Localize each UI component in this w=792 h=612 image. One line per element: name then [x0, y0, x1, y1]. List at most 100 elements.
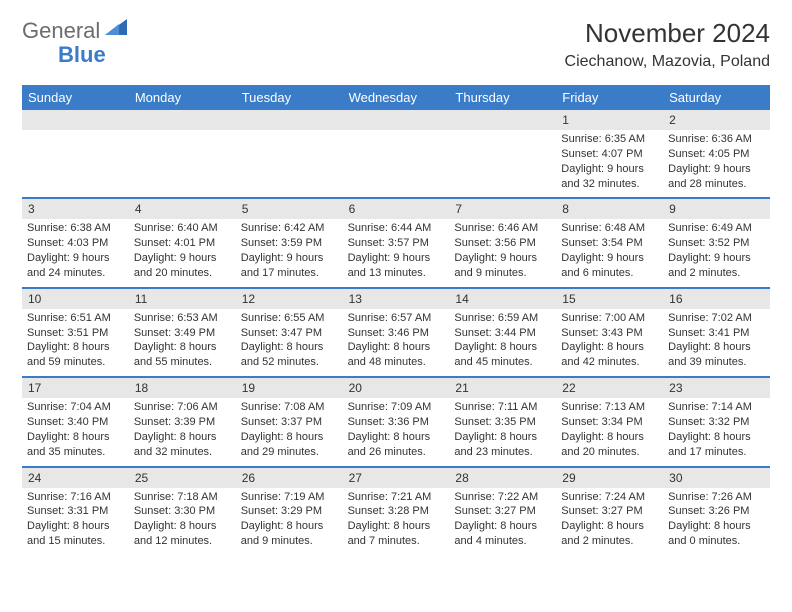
- day-number-cell: 21: [449, 376, 556, 398]
- day-info-line: Sunset: 3:56 PM: [454, 236, 551, 251]
- day-info-line: Daylight: 9 hours and 17 minutes.: [241, 251, 338, 281]
- day-info-line: Sunset: 3:43 PM: [561, 326, 658, 341]
- day-content-cell: Sunrise: 6:48 AMSunset: 3:54 PMDaylight:…: [556, 219, 663, 286]
- day-info-line: Sunset: 3:49 PM: [134, 326, 231, 341]
- day-content-cell: Sunrise: 7:26 AMSunset: 3:26 PMDaylight:…: [663, 488, 770, 555]
- day-info-line: Daylight: 9 hours and 2 minutes.: [668, 251, 765, 281]
- day-info-line: Daylight: 8 hours and 23 minutes.: [454, 430, 551, 460]
- day-content-cell: Sunrise: 6:51 AMSunset: 3:51 PMDaylight:…: [22, 309, 129, 376]
- day-number-cell: 24: [22, 466, 129, 488]
- day-info-line: Sunset: 3:47 PM: [241, 326, 338, 341]
- day-number-cell: 2: [663, 110, 770, 130]
- day-info-line: Daylight: 8 hours and 32 minutes.: [134, 430, 231, 460]
- day-content-cell: Sunrise: 7:02 AMSunset: 3:41 PMDaylight:…: [663, 309, 770, 376]
- day-info-line: Sunrise: 7:26 AM: [668, 490, 765, 505]
- day-number-cell: 13: [343, 287, 450, 309]
- day-info-line: Sunset: 3:44 PM: [454, 326, 551, 341]
- day-content-cell: Sunrise: 6:36 AMSunset: 4:05 PMDaylight:…: [663, 130, 770, 197]
- weekday-header: Friday: [556, 85, 663, 110]
- day-content-cell: Sunrise: 7:00 AMSunset: 3:43 PMDaylight:…: [556, 309, 663, 376]
- calendar: SundayMondayTuesdayWednesdayThursdayFrid…: [22, 85, 770, 555]
- day-content-cell: Sunrise: 7:04 AMSunset: 3:40 PMDaylight:…: [22, 398, 129, 465]
- day-number-cell: 4: [129, 197, 236, 219]
- day-info-line: Sunrise: 7:02 AM: [668, 311, 765, 326]
- day-info-line: Sunrise: 6:42 AM: [241, 221, 338, 236]
- day-content-cell: Sunrise: 7:24 AMSunset: 3:27 PMDaylight:…: [556, 488, 663, 555]
- day-info-line: Sunset: 3:40 PM: [27, 415, 124, 430]
- day-number-cell: 9: [663, 197, 770, 219]
- day-info-line: Daylight: 8 hours and 45 minutes.: [454, 340, 551, 370]
- day-info-line: Sunrise: 6:49 AM: [668, 221, 765, 236]
- day-number-cell: 8: [556, 197, 663, 219]
- logo-text-blue: Blue: [58, 42, 106, 67]
- day-info-line: Sunrise: 6:55 AM: [241, 311, 338, 326]
- day-info-line: Sunrise: 6:59 AM: [454, 311, 551, 326]
- day-number-cell: 12: [236, 287, 343, 309]
- day-info-line: Sunset: 3:39 PM: [134, 415, 231, 430]
- day-number-cell: 22: [556, 376, 663, 398]
- day-number-cell: 20: [343, 376, 450, 398]
- day-info-line: Daylight: 8 hours and 55 minutes.: [134, 340, 231, 370]
- day-info-line: Sunrise: 7:13 AM: [561, 400, 658, 415]
- month-title: November 2024: [565, 18, 770, 49]
- day-info-line: Sunset: 3:29 PM: [241, 504, 338, 519]
- day-info-line: Sunrise: 6:35 AM: [561, 132, 658, 147]
- calendar-header-row: SundayMondayTuesdayWednesdayThursdayFrid…: [22, 85, 770, 110]
- day-info-line: Sunset: 3:32 PM: [668, 415, 765, 430]
- day-info-line: Daylight: 9 hours and 13 minutes.: [348, 251, 445, 281]
- day-info-line: Sunrise: 6:38 AM: [27, 221, 124, 236]
- day-info-line: Daylight: 8 hours and 0 minutes.: [668, 519, 765, 549]
- day-info-line: Daylight: 8 hours and 48 minutes.: [348, 340, 445, 370]
- day-number-cell: 11: [129, 287, 236, 309]
- day-info-line: Daylight: 8 hours and 2 minutes.: [561, 519, 658, 549]
- day-number-cell: 16: [663, 287, 770, 309]
- day-info-line: Sunrise: 7:08 AM: [241, 400, 338, 415]
- day-number-cell: 30: [663, 466, 770, 488]
- day-number-cell: 1: [556, 110, 663, 130]
- day-content-cell: Sunrise: 6:49 AMSunset: 3:52 PMDaylight:…: [663, 219, 770, 286]
- day-info-line: Daylight: 9 hours and 9 minutes.: [454, 251, 551, 281]
- day-number-cell: 14: [449, 287, 556, 309]
- day-info-line: Sunset: 4:05 PM: [668, 147, 765, 162]
- weekday-header: Wednesday: [343, 85, 450, 110]
- day-number-cell: 27: [343, 466, 450, 488]
- day-content-cell: Sunrise: 7:09 AMSunset: 3:36 PMDaylight:…: [343, 398, 450, 465]
- day-content-cell: Sunrise: 7:11 AMSunset: 3:35 PMDaylight:…: [449, 398, 556, 465]
- day-info-line: Sunrise: 6:46 AM: [454, 221, 551, 236]
- day-info-line: Daylight: 8 hours and 12 minutes.: [134, 519, 231, 549]
- day-info-line: Daylight: 9 hours and 32 minutes.: [561, 162, 658, 192]
- day-content-cell: Sunrise: 6:42 AMSunset: 3:59 PMDaylight:…: [236, 219, 343, 286]
- day-content-cell: Sunrise: 6:53 AMSunset: 3:49 PMDaylight:…: [129, 309, 236, 376]
- day-number-cell: 28: [449, 466, 556, 488]
- day-info-line: Sunset: 3:41 PM: [668, 326, 765, 341]
- day-info-line: Daylight: 9 hours and 28 minutes.: [668, 162, 765, 192]
- day-info-line: Sunrise: 7:14 AM: [668, 400, 765, 415]
- day-number-cell: 23: [663, 376, 770, 398]
- day-content-cell: Sunrise: 6:59 AMSunset: 3:44 PMDaylight:…: [449, 309, 556, 376]
- day-info-line: Sunset: 3:54 PM: [561, 236, 658, 251]
- logo: General: [22, 18, 129, 44]
- day-content-cell: Sunrise: 6:46 AMSunset: 3:56 PMDaylight:…: [449, 219, 556, 286]
- day-number-cell: 7: [449, 197, 556, 219]
- day-number-cell: 19: [236, 376, 343, 398]
- day-number-cell: 25: [129, 466, 236, 488]
- weekday-header: Saturday: [663, 85, 770, 110]
- day-info-line: Daylight: 8 hours and 26 minutes.: [348, 430, 445, 460]
- day-info-line: Sunrise: 7:16 AM: [27, 490, 124, 505]
- day-content-cell: Sunrise: 7:21 AMSunset: 3:28 PMDaylight:…: [343, 488, 450, 555]
- day-number-cell: 6: [343, 197, 450, 219]
- day-number-cell: [449, 110, 556, 130]
- day-number-cell: 17: [22, 376, 129, 398]
- day-info-line: Daylight: 8 hours and 17 minutes.: [668, 430, 765, 460]
- location-text: Ciechanow, Mazovia, Poland: [565, 53, 770, 71]
- day-info-line: Daylight: 8 hours and 7 minutes.: [348, 519, 445, 549]
- logo-text-blue-wrap: Blue: [50, 42, 106, 68]
- day-content-cell: Sunrise: 7:22 AMSunset: 3:27 PMDaylight:…: [449, 488, 556, 555]
- day-info-line: Sunset: 3:27 PM: [561, 504, 658, 519]
- calendar-page: General November 2024 Ciechanow, Mazovia…: [0, 0, 792, 565]
- day-number-cell: 10: [22, 287, 129, 309]
- day-content-cell: Sunrise: 6:38 AMSunset: 4:03 PMDaylight:…: [22, 219, 129, 286]
- day-info-line: Sunset: 4:01 PM: [134, 236, 231, 251]
- day-content-cell: [343, 130, 450, 197]
- day-info-line: Sunrise: 6:48 AM: [561, 221, 658, 236]
